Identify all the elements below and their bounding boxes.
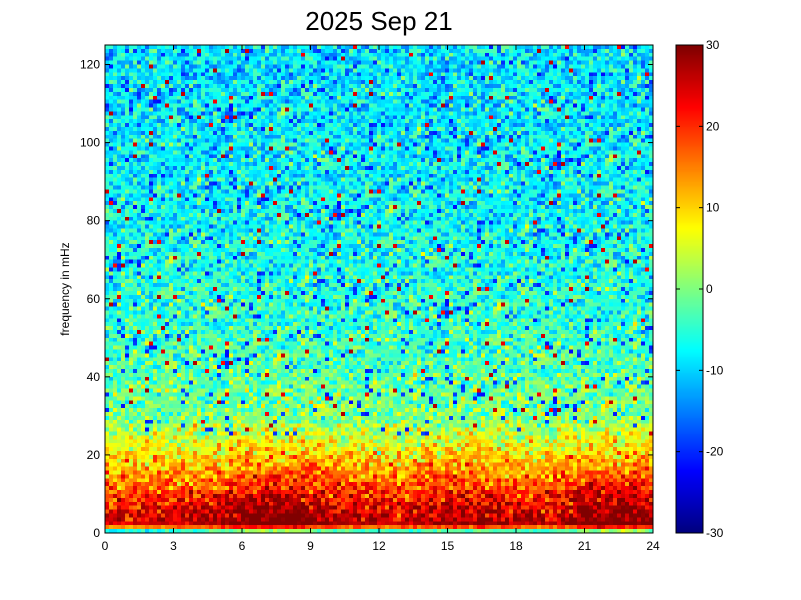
y-tick-label: 40: [87, 370, 101, 384]
y-tick-label: 20: [87, 448, 101, 462]
x-tick-label: 15: [441, 539, 455, 553]
colorbar-tick-label: 30: [706, 38, 720, 52]
colorbar-gradient: [676, 45, 703, 533]
colorbar-tick-label: 20: [706, 119, 720, 133]
colorbar-tick-label: 0: [706, 282, 713, 296]
x-tick-label: 6: [239, 539, 246, 553]
x-tick-label: 0: [102, 539, 109, 553]
chart-title: 2025 Sep 21: [305, 6, 453, 36]
heatmap-image: [105, 45, 653, 533]
y-tick-label: 100: [80, 136, 100, 150]
colorbar-tick-label: -30: [706, 526, 724, 540]
y-tick-label: 0: [93, 526, 100, 540]
x-tick-label: 21: [578, 539, 592, 553]
x-tick-label: 9: [307, 539, 314, 553]
y-tick-label: 80: [87, 214, 101, 228]
x-tick-label: 12: [372, 539, 386, 553]
colorbar-tick-label: 10: [706, 201, 720, 215]
x-tick-label: 18: [509, 539, 523, 553]
x-tick-label: 24: [646, 539, 660, 553]
colorbar-tick-label: -20: [706, 445, 724, 459]
y-axis-label: frequency in mHz: [58, 242, 72, 335]
x-tick-label: 3: [170, 539, 177, 553]
colorbar-tick-label: -10: [706, 363, 724, 377]
y-tick-label: 60: [87, 292, 101, 306]
y-tick-label: 120: [80, 58, 100, 72]
